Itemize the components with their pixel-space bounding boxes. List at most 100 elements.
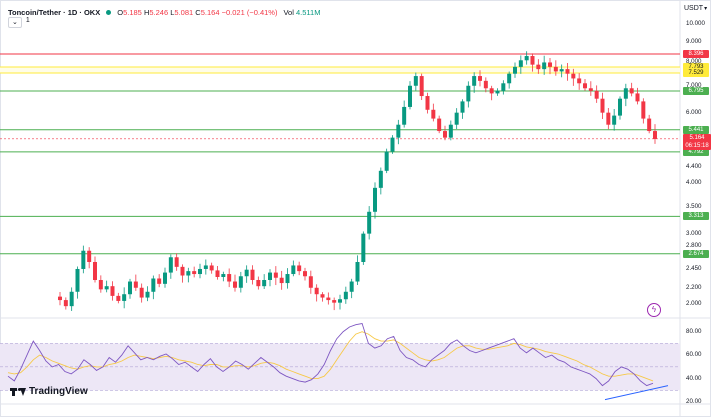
candle-body (635, 93, 640, 102)
candle-body (419, 76, 424, 97)
candle-body (518, 60, 523, 67)
candle-body (198, 268, 202, 275)
candle-body (577, 78, 582, 84)
candle-body (565, 69, 570, 74)
candle-body (238, 276, 243, 288)
candle-body (110, 286, 115, 296)
price-tick: 10.000 (686, 19, 705, 27)
candle-body (332, 300, 337, 303)
candle-body (396, 124, 401, 138)
candle-body (472, 76, 477, 86)
price-tick: 4.400 (686, 162, 702, 170)
candle-body (483, 80, 488, 89)
price-tick: 2.200 (686, 283, 702, 291)
rsi-tick: 40.00 (686, 374, 702, 382)
candle-body (583, 83, 587, 89)
candle-body (588, 88, 593, 91)
candle-body (606, 112, 611, 125)
candle-body (215, 270, 220, 277)
candle-body (600, 98, 605, 113)
candle-body (425, 96, 430, 110)
price-tick: 9.000 (686, 37, 702, 45)
candle-body (157, 278, 162, 284)
candle-body (326, 297, 331, 301)
candle-body (338, 299, 342, 303)
candle-body (367, 211, 372, 234)
rsi-tick: 20.00 (686, 398, 702, 405)
rsi-line (7, 322, 654, 387)
candle-body (320, 294, 325, 298)
candle-body (408, 85, 412, 107)
candle-body (390, 137, 395, 152)
candle-body (145, 291, 150, 298)
candle-body (495, 90, 500, 94)
currency-selector[interactable]: USDT▾ (684, 5, 708, 12)
rsi-tick: 80.00 (686, 327, 702, 335)
candle-body (186, 271, 191, 276)
ohlc-values: O5.185 H5.246 L5.081 C5.164 −0.021 (−0.4… (117, 7, 278, 17)
candle-body (349, 281, 354, 292)
rsi-ma-line (7, 331, 654, 382)
candle-body (478, 76, 482, 81)
candle-body (641, 101, 646, 119)
candle-body (361, 233, 366, 262)
candle-body (653, 131, 657, 139)
candle-body (250, 269, 255, 281)
candle-body (460, 101, 465, 113)
candle-body (378, 170, 383, 188)
candle-body (437, 118, 442, 132)
lightning-icon[interactable]: ϟ (647, 303, 661, 317)
candle-body (647, 118, 652, 132)
candle-body (489, 88, 494, 94)
candle-body (443, 131, 447, 138)
candle-body (163, 272, 167, 284)
candle-body (355, 261, 360, 282)
price-tick: 3.000 (686, 229, 702, 237)
price-tick: 2.800 (686, 241, 702, 249)
level-tag: 3.313 (683, 212, 709, 221)
collapse-legend-button[interactable]: ⌄ (8, 17, 22, 28)
candle-body (180, 266, 185, 276)
chevron-down-icon: ▾ (704, 6, 708, 12)
candle-body (571, 73, 576, 79)
candle-body (209, 265, 214, 271)
candle-body (192, 271, 197, 275)
candle-body (69, 291, 74, 307)
candle-body (542, 62, 547, 70)
candle-body (98, 280, 103, 290)
candle-body (559, 69, 564, 72)
price-tick: 6.000 (686, 108, 702, 116)
candle-body (629, 88, 634, 94)
candle-body (594, 90, 599, 99)
candle-body (373, 187, 377, 212)
candle-body (256, 280, 261, 287)
candle-body (536, 64, 541, 70)
price-tick: 2.450 (686, 264, 702, 272)
candle-body (233, 281, 237, 288)
candle-body (618, 98, 622, 116)
candle-body (612, 115, 617, 125)
candle-body (513, 66, 517, 74)
candle-body (501, 83, 506, 91)
candle-body (203, 265, 208, 269)
candle-body (87, 250, 92, 262)
candle-body (303, 271, 307, 277)
candle-body (63, 300, 68, 307)
candle-body (174, 257, 179, 267)
market-status-icon (106, 9, 112, 15)
candle-body (75, 268, 80, 292)
candle-body (530, 56, 535, 65)
candle-body (454, 112, 459, 125)
level-tag: 4.792 (683, 147, 709, 156)
candle-body (548, 62, 552, 67)
candle-body (227, 274, 232, 282)
tradingview-logo[interactable]: TradingView (10, 386, 88, 397)
candle-body (58, 296, 62, 301)
yellow-zone (0, 67, 680, 74)
legend-toggle[interactable]: ⌄ 1 (8, 17, 30, 28)
level-tag: 8.396 (683, 50, 709, 59)
candle-body (524, 56, 529, 61)
symbol-title[interactable]: Toncoin/Tether · 1D · OKX (8, 7, 101, 17)
candle-body (128, 281, 132, 295)
